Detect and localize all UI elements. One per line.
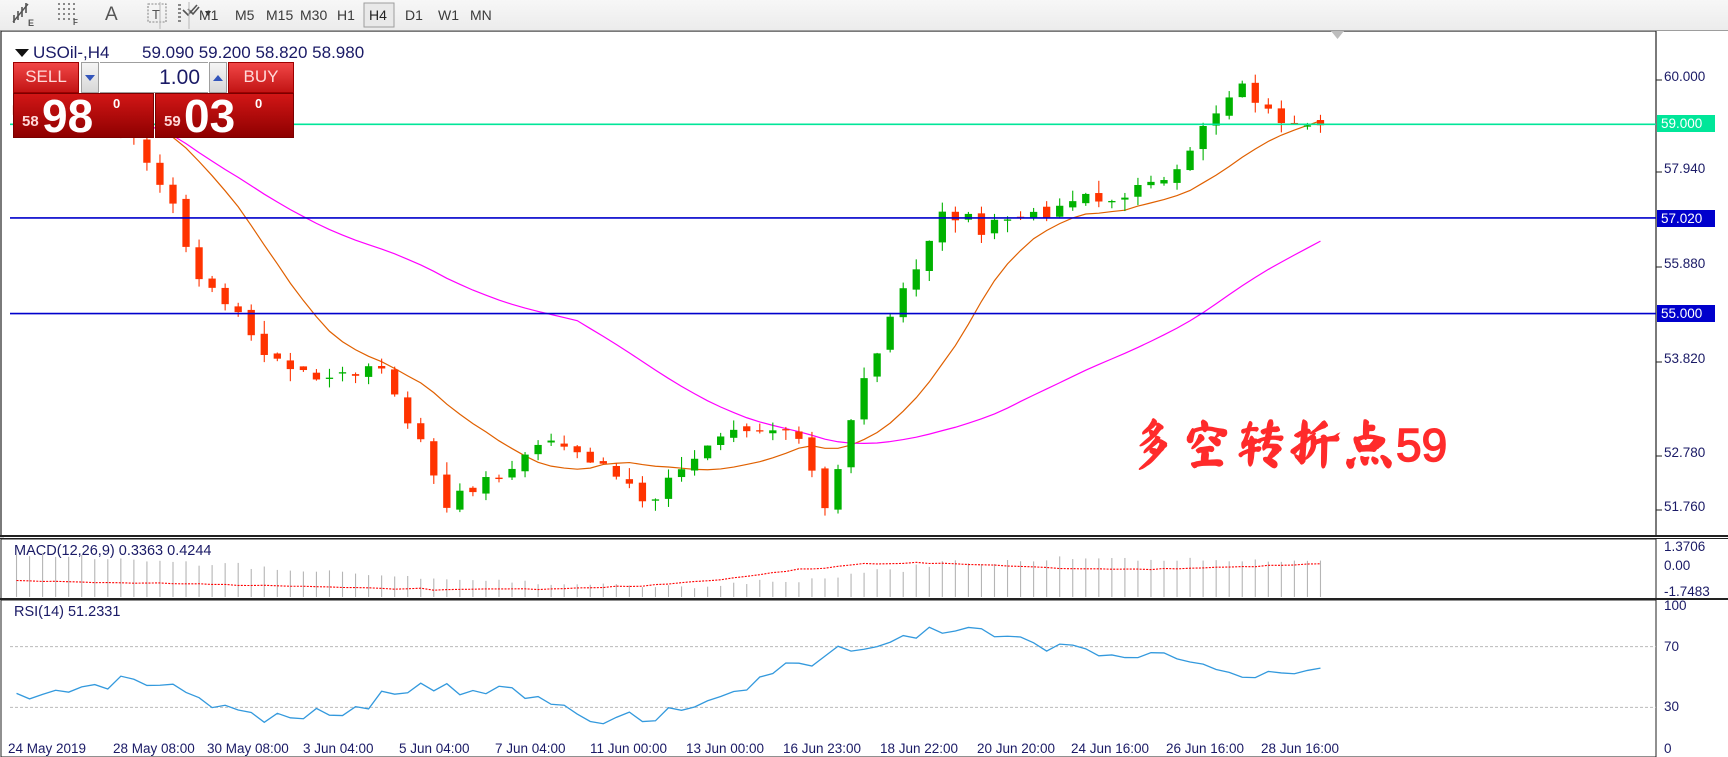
svg-text:M30: M30	[300, 7, 327, 23]
svg-text:MN: MN	[470, 7, 492, 23]
svg-text:5 Jun 04:00: 5 Jun 04:00	[399, 741, 470, 756]
svg-text:100: 100	[1664, 600, 1687, 613]
svg-text:M1: M1	[199, 7, 219, 23]
svg-text:0: 0	[1664, 741, 1672, 756]
svg-text:0.00: 0.00	[1664, 558, 1690, 573]
svg-text:7 Jun 04:00: 7 Jun 04:00	[495, 741, 566, 756]
svg-text:F: F	[73, 18, 78, 27]
svg-text:M15: M15	[266, 7, 293, 23]
svg-text:16 Jun 23:00: 16 Jun 23:00	[783, 741, 861, 756]
svg-text:T: T	[152, 7, 160, 22]
svg-text:55.000: 55.000	[1661, 306, 1702, 321]
svg-text:M5: M5	[235, 7, 255, 23]
svg-text:59.000: 59.000	[1661, 116, 1702, 131]
svg-text:26 Jun 16:00: 26 Jun 16:00	[1166, 741, 1244, 756]
svg-text:H4: H4	[369, 7, 387, 23]
svg-text:52.780: 52.780	[1664, 445, 1705, 460]
svg-text:MACD(12,26,9) 0.3363 0.4244: MACD(12,26,9) 0.3363 0.4244	[14, 543, 212, 559]
svg-text:-1.7483: -1.7483	[1664, 584, 1710, 599]
svg-text:51.760: 51.760	[1664, 499, 1705, 514]
svg-text:1.3706: 1.3706	[1664, 539, 1705, 554]
svg-text:50.720: 50.720	[1664, 535, 1705, 537]
svg-text:28 Jun 16:00: 28 Jun 16:00	[1261, 741, 1339, 756]
svg-text:57.020: 57.020	[1661, 211, 1702, 226]
svg-text:53.820: 53.820	[1664, 351, 1705, 366]
svg-text:70: 70	[1664, 639, 1679, 654]
svg-text:H1: H1	[337, 7, 355, 23]
svg-text:A: A	[105, 4, 118, 25]
svg-text:20 Jun 20:00: 20 Jun 20:00	[977, 741, 1055, 756]
svg-text:13 Jun 00:00: 13 Jun 00:00	[686, 741, 764, 756]
svg-text:18 Jun 22:00: 18 Jun 22:00	[880, 741, 958, 756]
svg-text:59.090 59.200 58.820 58.980: 59.090 59.200 58.820 58.980	[142, 43, 364, 62]
svg-text:24 May 2019: 24 May 2019	[8, 741, 86, 756]
svg-text:55.880: 55.880	[1664, 256, 1705, 271]
svg-text:57.940: 57.940	[1664, 161, 1705, 176]
svg-text:E: E	[28, 18, 34, 28]
svg-text:30: 30	[1664, 699, 1679, 714]
svg-text:3 Jun 04:00: 3 Jun 04:00	[303, 741, 374, 756]
svg-text:11 Jun 00:00: 11 Jun 00:00	[590, 741, 667, 756]
svg-text:多空转折点59: 多空转折点59	[1126, 416, 1447, 471]
svg-text:W1: W1	[438, 7, 459, 23]
svg-text:D1: D1	[405, 7, 423, 23]
svg-text:RSI(14) 51.2331: RSI(14) 51.2331	[14, 604, 120, 620]
svg-text:30 May 08:00: 30 May 08:00	[207, 741, 289, 756]
svg-text:60.000: 60.000	[1664, 69, 1705, 84]
svg-text:28 May 08:00: 28 May 08:00	[113, 741, 195, 756]
svg-text:24 Jun 16:00: 24 Jun 16:00	[1071, 741, 1149, 756]
svg-text:USOil-,H4: USOil-,H4	[33, 43, 110, 62]
